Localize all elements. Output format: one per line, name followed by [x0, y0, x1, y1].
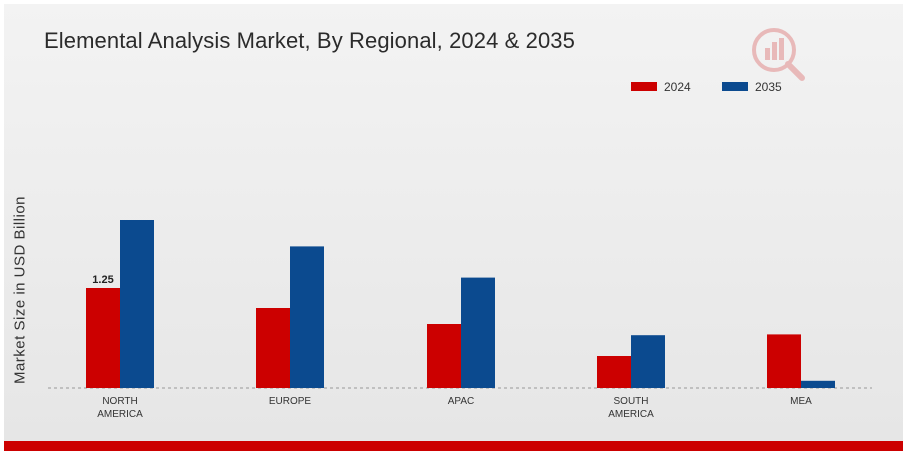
bar-2024-4 — [767, 334, 801, 388]
bar-2035-0 — [120, 220, 154, 388]
bar-2035-3 — [631, 335, 665, 388]
data-label-0: 1.25 — [92, 274, 113, 286]
x-tick-label-2: APAC — [448, 396, 475, 407]
chart-magnifier-logo-icon — [752, 28, 805, 81]
bar-2035-2 — [461, 277, 495, 388]
x-tick-label-0: NORTH AMERICA — [97, 396, 143, 420]
bar-2035-1 — [290, 246, 324, 388]
x-tick-label-1: EUROPE — [269, 396, 312, 407]
legend-swatch-2024 — [631, 82, 657, 91]
bottom-accent-bar — [4, 441, 903, 451]
bar-2035-4 — [801, 380, 835, 388]
bar-2024-2 — [427, 324, 461, 388]
legend-label-2024: 2024 — [664, 80, 691, 94]
bar-2024-1 — [256, 308, 290, 388]
bar-2024-0 — [86, 288, 120, 388]
legend-label-2035: 2035 — [755, 80, 782, 94]
x-tick-label-4: MEA — [790, 396, 812, 407]
chart-title: Elemental Analysis Market, By Regional, … — [44, 28, 575, 53]
x-tick-label-3: SOUTH AMERICA — [608, 396, 654, 420]
bar-2024-3 — [597, 356, 631, 388]
legend-swatch-2035 — [722, 82, 748, 91]
